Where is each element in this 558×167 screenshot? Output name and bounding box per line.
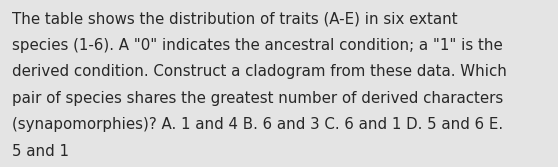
Text: (synapomorphies)? A. 1 and 4 B. 6 and 3 C. 6 and 1 D. 5 and 6 E.: (synapomorphies)? A. 1 and 4 B. 6 and 3 … (12, 117, 503, 132)
Text: species (1-6). A "0" indicates the ancestral condition; a "1" is the: species (1-6). A "0" indicates the ances… (12, 38, 503, 53)
Text: pair of species shares the greatest number of derived characters: pair of species shares the greatest numb… (12, 91, 503, 106)
Text: derived condition. Construct a cladogram from these data. Which: derived condition. Construct a cladogram… (12, 64, 507, 79)
Text: 5 and 1: 5 and 1 (12, 144, 69, 159)
Text: The table shows the distribution of traits (A-E) in six extant: The table shows the distribution of trai… (12, 12, 458, 27)
